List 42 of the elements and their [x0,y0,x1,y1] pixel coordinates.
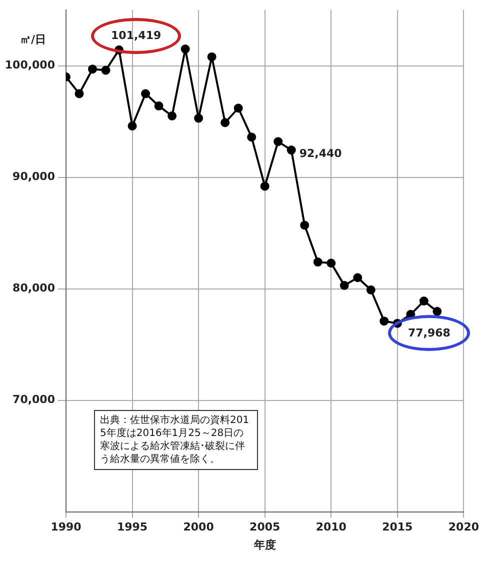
annotation: 77,968 [408,326,450,340]
point [141,89,150,98]
annotation: 出典：佐世保市水道局の資料2015年度は2016年1月25～28日の寒波による給水管凍結･破裂に伴う給水量の異常値を除く。 [94,410,258,470]
point [366,285,376,294]
point [260,182,270,191]
y-tick-label: 90,000 [12,170,56,184]
point [353,273,362,282]
point [340,280,349,290]
point [326,258,336,268]
point [194,114,204,123]
point [286,146,296,155]
y-tick-label: 70,000 [12,393,56,406]
x-tick-label: 1990 [50,520,82,534]
point [380,316,389,326]
point [274,137,283,146]
x-tick-label: 2005 [250,520,280,534]
x-tick-label: 2020 [448,520,480,534]
annotation: 92,440 [299,146,342,160]
point [419,296,428,306]
point [247,132,256,142]
x-tick-label: 2000 [183,520,214,534]
point [88,64,98,74]
x-tick-label: 2015 [382,520,413,534]
x-tick-label: 2010 [316,520,347,534]
y-tick-label: 100,000 [4,58,56,72]
point [234,104,243,113]
y-axis-title: ㎥/日 [20,32,46,46]
y-tick-label: 80,000 [12,282,56,295]
point [154,101,164,110]
point [300,220,310,230]
point [220,118,230,128]
annotation: 101,419 [111,28,162,42]
point [180,44,190,54]
point [313,258,322,267]
point [207,52,216,62]
x-axis-title: 年度 [252,538,276,552]
point [432,306,442,316]
point [168,111,177,120]
x-tick-label: 1995 [116,520,148,534]
point [101,66,110,75]
point [74,89,84,98]
point [128,121,137,130]
